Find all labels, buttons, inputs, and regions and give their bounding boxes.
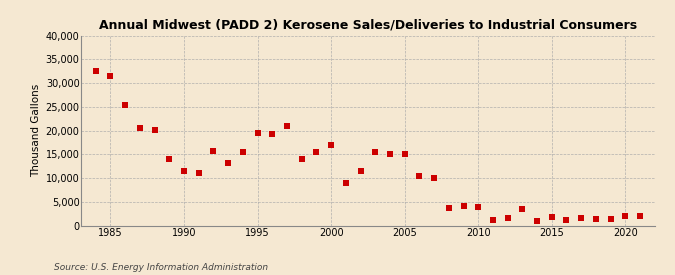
Point bbox=[502, 216, 513, 221]
Point bbox=[532, 219, 543, 223]
Point bbox=[355, 169, 366, 173]
Point bbox=[385, 152, 396, 156]
Point bbox=[576, 216, 587, 221]
Point bbox=[487, 218, 498, 222]
Point bbox=[252, 131, 263, 135]
Point bbox=[517, 207, 528, 211]
Point bbox=[238, 150, 248, 154]
Point bbox=[267, 132, 277, 137]
Point bbox=[193, 171, 204, 175]
Point bbox=[164, 157, 175, 161]
Point bbox=[620, 214, 630, 218]
Point bbox=[223, 161, 234, 165]
Point bbox=[208, 148, 219, 153]
Point bbox=[414, 174, 425, 178]
Point bbox=[311, 150, 322, 154]
Point bbox=[546, 215, 557, 219]
Point bbox=[179, 169, 190, 173]
Point bbox=[561, 218, 572, 222]
Title: Annual Midwest (PADD 2) Kerosene Sales/Deliveries to Industrial Consumers: Annual Midwest (PADD 2) Kerosene Sales/D… bbox=[99, 19, 637, 32]
Point bbox=[429, 176, 439, 180]
Point bbox=[634, 214, 645, 218]
Point bbox=[90, 69, 101, 73]
Point bbox=[134, 126, 145, 130]
Point bbox=[340, 181, 351, 185]
Point bbox=[458, 204, 469, 208]
Point bbox=[281, 124, 292, 128]
Point bbox=[119, 102, 130, 107]
Point bbox=[326, 143, 337, 147]
Point bbox=[370, 150, 381, 154]
Point bbox=[296, 157, 307, 161]
Point bbox=[605, 217, 616, 222]
Point bbox=[472, 204, 483, 209]
Point bbox=[443, 206, 454, 210]
Point bbox=[591, 217, 601, 222]
Point bbox=[399, 152, 410, 156]
Point bbox=[149, 128, 160, 132]
Point bbox=[105, 74, 116, 78]
Y-axis label: Thousand Gallons: Thousand Gallons bbox=[32, 84, 41, 177]
Text: Source: U.S. Energy Information Administration: Source: U.S. Energy Information Administ… bbox=[54, 263, 268, 272]
